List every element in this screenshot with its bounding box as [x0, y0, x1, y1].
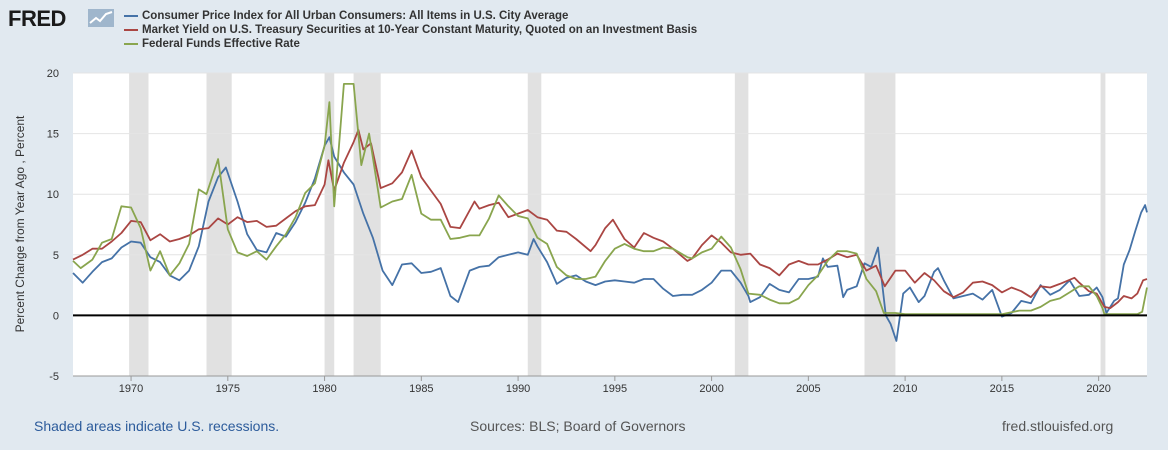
- x-tick-label: 1990: [506, 383, 530, 395]
- y-axis-label: Percent Change from Year Ago , Percent: [13, 115, 27, 332]
- recession-note: Shaded areas indicate U.S. recessions.: [34, 418, 280, 434]
- y-tick-label: 5: [53, 250, 59, 262]
- axes: -5 0 5 10 15 20 1970 1975 1980 1985 1990 1995 2000 20…: [47, 68, 1147, 395]
- legend-swatch-cpi: [124, 15, 138, 17]
- recession-bands: [129, 73, 1106, 376]
- y-tick-label: 20: [47, 68, 59, 80]
- recession-band: [324, 73, 335, 376]
- recession-band: [527, 73, 542, 376]
- legend-label-treasury: Market Yield on U.S. Treasury Securities…: [142, 24, 698, 36]
- x-tick-label: 1970: [119, 383, 143, 395]
- series-line-cpi[interactable]: [72, 136, 1148, 342]
- x-tick-label: 1975: [216, 383, 240, 395]
- recession-band: [864, 73, 896, 376]
- y-tick-label: 0: [53, 310, 59, 322]
- legend-swatch-treasury: [124, 29, 138, 31]
- y-tick-label: 10: [47, 189, 59, 201]
- fred-logo-text: FRED: [8, 6, 66, 31]
- fred-graph-icon: [88, 9, 114, 27]
- chart-legend: Consumer Price Index for All Urban Consu…: [124, 9, 697, 51]
- recession-band: [1100, 73, 1106, 376]
- recession-band: [734, 73, 749, 376]
- series-lines: [72, 83, 1148, 342]
- legend-label-fedfunds: Federal Funds Effective Rate: [142, 38, 300, 50]
- x-tick-label: 2020: [1086, 383, 1110, 395]
- x-tick-label: 1995: [603, 383, 627, 395]
- legend-item-fedfunds: Federal Funds Effective Rate: [124, 37, 697, 51]
- y-tick-label: -5: [49, 371, 59, 383]
- fred-logo[interactable]: FRED: [8, 6, 66, 32]
- x-tick-label: 2005: [796, 383, 820, 395]
- plot-area: [73, 73, 1147, 376]
- y-tick-label: 15: [47, 129, 59, 141]
- legend-label-cpi: Consumer Price Index for All Urban Consu…: [142, 10, 569, 22]
- x-tick-label: 2000: [699, 383, 723, 395]
- legend-swatch-fedfunds: [124, 43, 138, 45]
- x-tick-label: 1985: [409, 383, 433, 395]
- sources-note: Sources: BLS; Board of Governors: [470, 418, 686, 434]
- x-tick-label: 2010: [893, 383, 917, 395]
- series-line-fed-funds[interactable]: [72, 83, 1148, 316]
- x-tick-label: 2015: [990, 383, 1014, 395]
- legend-item-treasury: Market Yield on U.S. Treasury Securities…: [124, 23, 697, 37]
- legend-item-cpi: Consumer Price Index for All Urban Consu…: [124, 9, 697, 23]
- x-tick-label: 1980: [312, 383, 336, 395]
- series-line-treasury-10y[interactable]: [72, 129, 1148, 310]
- fred-url[interactable]: fred.stlouisfed.org: [1002, 418, 1114, 434]
